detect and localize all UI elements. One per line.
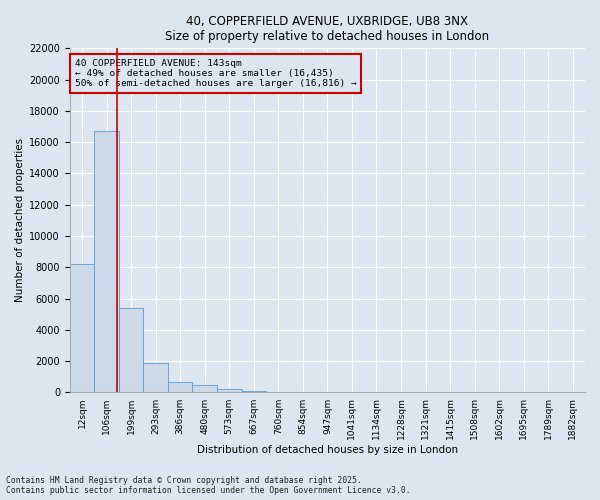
Text: Contains HM Land Registry data © Crown copyright and database right 2025.
Contai: Contains HM Land Registry data © Crown c… [6,476,410,495]
Bar [168,382,193,392]
Y-axis label: Number of detached properties: Number of detached properties [15,138,25,302]
X-axis label: Distribution of detached houses by size in London: Distribution of detached houses by size … [197,445,458,455]
Bar [119,308,143,392]
Bar [70,264,94,392]
Title: 40, COPPERFIELD AVENUE, UXBRIDGE, UB8 3NX
Size of property relative to detached : 40, COPPERFIELD AVENUE, UXBRIDGE, UB8 3N… [166,15,490,43]
Text: 40 COPPERFIELD AVENUE: 143sqm
← 49% of detached houses are smaller (16,435)
50% : 40 COPPERFIELD AVENUE: 143sqm ← 49% of d… [75,58,356,88]
Bar [143,362,168,392]
Bar [193,384,217,392]
Bar [94,131,119,392]
Bar [242,391,266,392]
Bar [217,390,242,392]
